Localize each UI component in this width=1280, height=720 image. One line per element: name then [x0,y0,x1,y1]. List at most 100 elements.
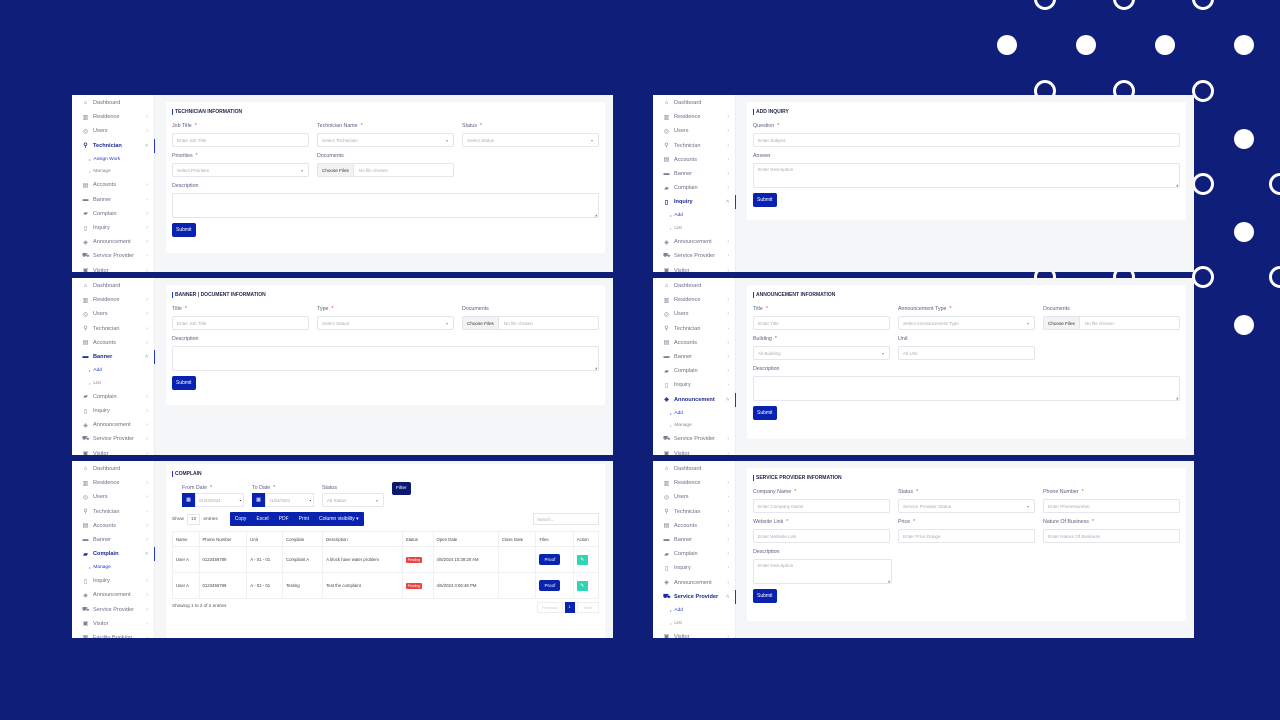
edit-icon[interactable]: ✎ [576,554,588,565]
sidebar-item-users[interactable]: ◎ Users › [72,490,154,504]
sidebar-item-accounts[interactable]: ▤ Accounts › [72,336,154,350]
sidebar-item-dashboard[interactable]: ⌂ Dashboard [72,279,154,293]
sidebar-item-users[interactable]: ◎ Users › [72,124,154,138]
sidebar-item-inquiry[interactable]: ▯ Inquiry ˄ [653,195,736,210]
sidebar-item-accounts[interactable]: ▤ Accounts › [653,336,735,350]
sidebar-item-users[interactable]: ◎ Users › [653,307,735,321]
sidebar-item-accounts[interactable]: ▤ Accounts › [653,519,735,533]
sidebar-item-accounts[interactable]: ▤ Accounts › [653,153,735,167]
status-select[interactable]: Select Status [462,133,599,147]
export-column-visibility-button[interactable]: Column visibility ▾ [318,516,359,522]
sidebar-item-technician[interactable]: ⚲ Technician › [72,322,154,336]
priorities-select[interactable]: Select Priorities [172,163,309,177]
technician-name-select[interactable]: Select Technician [317,133,454,147]
column-header-status[interactable]: Status [401,531,434,547]
column-header-name[interactable]: Name [172,531,200,547]
sidebar-subitem-list[interactable]: List [653,617,735,630]
submit-button[interactable]: Submit [753,589,777,603]
sidebar-item-complain[interactable]: ▰ Complain ˄ [72,547,155,562]
proof-button[interactable]: Proof [539,554,561,565]
documents-file-input[interactable]: Choose Files No file chosen [317,163,454,177]
sidebar-item-users[interactable]: ◎ Users › [653,124,735,138]
sidebar-subitem-manage[interactable]: Manage [653,419,735,432]
sidebar-subitem-list[interactable]: List [72,377,154,390]
sidebar-item-technician[interactable]: ⚲ Technician › [653,505,735,519]
description-textarea[interactable]: Enter Description [753,559,892,584]
export-pdf-button[interactable]: PDF [278,516,289,522]
column-header-files[interactable]: Files [535,531,574,547]
submit-button[interactable]: Submit [753,406,777,420]
sidebar-item-announcement[interactable]: ◈ Announcement › [72,588,154,602]
sidebar-item-users[interactable]: ◎ Users › [72,307,154,321]
company-name-input[interactable]: Enter Company Name [753,499,890,513]
sidebar-item-announcement[interactable]: ◈ Announcement › [653,576,735,590]
edit-icon[interactable]: ✎ [576,580,588,591]
sidebar-item-dashboard[interactable]: ⌂ Dashboard [72,462,154,476]
sidebar-item-dashboard[interactable]: ⌂ Dashboard [653,462,735,476]
price-input[interactable]: Enter Price Range [898,529,1035,543]
choose-files-button[interactable]: Choose Files [463,317,499,329]
website-link-input[interactable]: Enter Website Link [753,529,890,543]
documents-file-input[interactable]: Choose Files No file chosen [1043,316,1180,330]
sidebar-subitem-add[interactable]: Add [653,407,735,420]
sidebar-item-complain[interactable]: ▰ Complain › [72,207,154,221]
sidebar-item-inquiry[interactable]: ▯ Inquiry › [72,574,154,588]
sidebar-item-residence[interactable]: ▥ Residence › [653,110,735,124]
sidebar-item-dashboard[interactable]: ⌂ Dashboard [72,96,154,110]
sidebar-item-banner[interactable]: ▬ Banner › [72,193,154,207]
description-textarea[interactable] [172,193,599,218]
choose-files-button[interactable]: Choose Files [1044,317,1080,329]
sidebar-item-technician[interactable]: ⚲ Technician › [653,322,735,336]
sidebar-item-residence[interactable]: ▥ Residence › [72,110,154,124]
export-copy-button[interactable]: Copy [234,516,247,522]
column-header-close-date[interactable]: Close Date [497,531,537,547]
submit-button[interactable]: Submit [753,193,777,207]
sidebar-item-service-provider[interactable]: ⛟ Service Provider › [653,432,735,446]
nature-of-business-input[interactable]: Enter Nature Of Business [1043,529,1180,543]
sidebar-item-residence[interactable]: ▥ Residence › [72,476,154,490]
column-header-description[interactable]: Description [322,531,403,547]
column-header-phone-number[interactable]: Phone Number [198,531,248,547]
sidebar-item-facility-booking[interactable]: ▦ Facility Booking › [72,631,154,638]
sidebar-item-users[interactable]: ◎ Users › [653,490,735,504]
description-textarea[interactable] [172,346,599,371]
sidebar-item-accounts[interactable]: ▤ Accounts › [72,519,154,533]
sidebar-item-technician[interactable]: ⚲ Technician ˄ [72,138,155,153]
sidebar-subitem-manage[interactable]: Manage [72,166,154,179]
status-select[interactable]: All Status [322,493,384,507]
sidebar-item-visitor[interactable]: ▣ Visitor › [72,446,154,455]
sidebar-item-dashboard[interactable]: ⌂ Dashboard [653,279,735,293]
sidebar-subitem-assign-work[interactable]: Assign Work [72,153,154,166]
sidebar-item-banner[interactable]: ▬ Banner › [653,533,735,547]
column-header-action[interactable]: Action [572,531,600,547]
sidebar-subitem-list[interactable]: List [653,222,735,235]
unit-input[interactable]: All Unit [898,346,1035,360]
sidebar-item-visitor[interactable]: ▣ Visitor › [72,617,154,631]
sidebar-item-banner[interactable]: ▬ Banner › [653,167,735,181]
sidebar-item-technician[interactable]: ⚲ Technician › [72,505,154,519]
sidebar-item-complain[interactable]: ▰ Complain › [653,364,735,378]
sidebar-item-visitor[interactable]: ▣ Visitor › [653,263,735,272]
sidebar-item-visitor[interactable]: ▣ Visitor › [72,263,154,272]
export-excel-button[interactable]: Excel [256,516,269,522]
sidebar-item-inquiry[interactable]: ▯ Inquiry › [653,378,735,392]
sidebar-item-inquiry[interactable]: ▯ Inquiry › [72,221,154,235]
sidebar-item-announcement[interactable]: ◈ Announcement ˄ [653,392,736,407]
column-header-complain[interactable]: Complain [281,531,324,547]
next-page-button[interactable]: Next [576,602,599,613]
filter-button[interactable]: Filter [392,482,411,495]
sidebar-item-service-provider[interactable]: ⛟ Service Provider › [72,602,154,616]
choose-files-button[interactable]: Choose Files [318,164,354,176]
description-textarea[interactable] [753,376,1180,401]
question-input[interactable]: Enter Subject [753,133,1180,147]
sidebar-subitem-add[interactable]: Add [72,364,154,377]
sidebar-item-inquiry[interactable]: ▯ Inquiry › [653,561,735,575]
sidebar-item-announcement[interactable]: ◈ Announcement › [72,235,154,249]
sidebar-subitem-add[interactable]: Add [653,210,735,223]
proof-button[interactable]: Proof [539,580,561,591]
sidebar-item-banner[interactable]: ▬ Banner › [72,533,154,547]
description-textarea[interactable]: Enter Description [753,163,1180,188]
sidebar-item-banner[interactable]: ▬ Banner ˄ [72,349,155,365]
sidebar-item-service-provider[interactable]: ⛟ Service Provider › [72,249,154,263]
sidebar-item-complain[interactable]: ▰ Complain › [653,547,735,561]
